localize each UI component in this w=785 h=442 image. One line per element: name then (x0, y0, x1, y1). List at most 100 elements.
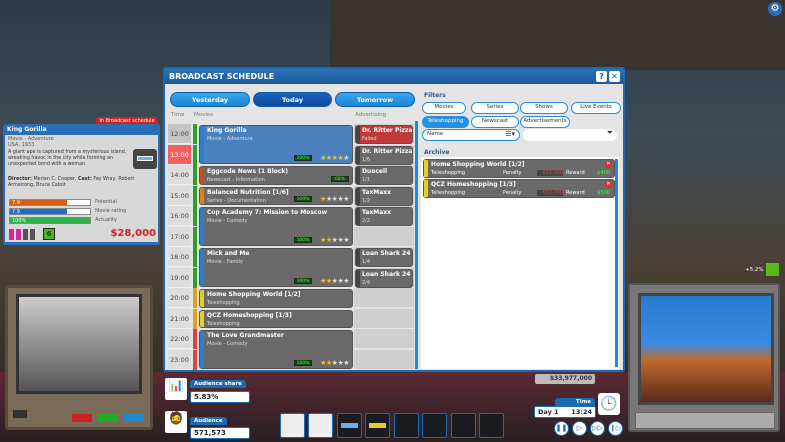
slot-news-1[interactable] (280, 413, 305, 438)
star-icon: ★ (320, 236, 326, 244)
slot-empty-1[interactable] (394, 413, 419, 438)
slot-empty-4[interactable] (479, 413, 504, 438)
audience-avatar-icon[interactable]: 🧔 (165, 411, 187, 433)
filter-shows[interactable]: Shows (520, 102, 568, 114)
settings-gear-icon[interactable]: ⚙ (768, 2, 782, 16)
slot-empty-2[interactable] (422, 413, 447, 438)
programme-block[interactable]: King Gorilla Movie - Adventure 100% ★★★★★ (199, 125, 353, 164)
star-icon: ★ (325, 154, 332, 162)
time-slot[interactable]: 20:00 (168, 288, 191, 308)
archive-title: Home Shopping World [1/2] (431, 161, 525, 168)
time-slot[interactable]: 16:00 (168, 206, 191, 226)
programme-genre: Newscast - Information (207, 177, 265, 183)
remove-icon[interactable]: ✕ (605, 181, 612, 188)
archive-item[interactable]: Home Shopping World [1/2] ✕ Telieshopping P… (423, 159, 615, 178)
slot-news-2[interactable] (308, 413, 333, 438)
filter-advertisements[interactable]: Advertisements (520, 116, 570, 128)
hour-status-strip (193, 226, 197, 247)
programme-block[interactable]: Cop Academy 7: Mission to Moscow Movie - … (199, 207, 353, 246)
rating-bar-fill: 7.9 (10, 209, 67, 215)
help-button[interactable]: ? (596, 71, 607, 82)
time-slot[interactable]: 13:00 (168, 144, 191, 165)
ad-block[interactable]: Loan Shark 24 1/4 (355, 248, 413, 267)
pause-button[interactable]: ❚❚ (554, 421, 569, 436)
genre-stripe (200, 310, 204, 327)
audience-label: Audience (190, 417, 227, 425)
today-button[interactable]: Today (253, 92, 332, 107)
audience-percent: 68% (331, 175, 349, 182)
genre-stripe (200, 126, 204, 163)
remove-icon[interactable]: ✕ (605, 161, 612, 168)
close-button[interactable]: ✕ (609, 71, 620, 82)
ad-block[interactable]: Dr. Ritter Pizza Failed (355, 125, 413, 144)
filter-icon[interactable]: ⏷ (606, 128, 613, 137)
filter-live-events[interactable]: Live Events (571, 102, 621, 114)
slot-tape-blue[interactable] (337, 413, 362, 438)
ad-block[interactable]: Duocell 1/1 (355, 166, 413, 185)
programme-block[interactable]: The Love Grandmaster Movie - Comedy 100% ★★… (199, 330, 353, 369)
audience-share-icon[interactable]: 📊 (165, 378, 187, 400)
ad-block[interactable]: TaxMaxx 2/2 (355, 207, 413, 226)
yesterday-button[interactable]: Yesterday (170, 92, 250, 107)
ad-stripe (356, 167, 360, 184)
ad-slot[interactable] (354, 226, 414, 247)
ad-slot[interactable] (354, 288, 414, 308)
filter-series[interactable]: Series (471, 102, 519, 114)
star-icon: ★ (337, 154, 344, 162)
star-icon: ★ (320, 154, 326, 162)
star-icon: ★ (320, 195, 326, 203)
ad-title: Dr. Ritter Pizza (362, 127, 413, 134)
play-button[interactable]: ▷ (572, 421, 587, 436)
star-icon: ★ (331, 277, 338, 285)
ad-slot[interactable] (354, 349, 414, 370)
tv-screen-king-gorilla (16, 294, 142, 394)
ad-block[interactable]: Dr. Ritter Pizza 1/6 (355, 145, 413, 165)
filter-teleshopping[interactable]: Teleshopping (422, 116, 469, 128)
ad-slot[interactable] (354, 308, 414, 329)
hour-status-strip (193, 144, 197, 165)
slot-empty-3[interactable] (451, 413, 476, 438)
time-slot[interactable]: 19:00 (168, 267, 191, 288)
sort-dropdown[interactable]: Name ☰▾ (422, 129, 520, 141)
rating-stars: ★★★★★ (320, 236, 349, 244)
time-slot[interactable]: 15:00 (168, 185, 191, 206)
time-slot[interactable]: 23:00 (168, 349, 191, 370)
programme-block[interactable]: Balanced Nutrition [1/6] Series - Documen… (199, 186, 353, 205)
programme-block[interactable]: Eggcode News (1 Block) Newscast - Informa… (199, 166, 353, 185)
audience-percent: 100% (294, 155, 312, 161)
fast-forward-button[interactable]: ▷▷ (590, 421, 605, 436)
ad-title: TaxMaxx (362, 188, 391, 196)
search-input[interactable]: ⏷ (523, 128, 617, 141)
time-slot[interactable]: 12:00 (168, 124, 191, 144)
archive-item[interactable]: QCZ Homeshopping [1/3] ✕ Telieshopping Pena… (423, 179, 615, 198)
programme-block[interactable]: Home Shopping World [1/2] Teleshopping (199, 289, 353, 308)
genre-stripe (424, 180, 428, 197)
programme-block[interactable]: Mick and Me Movie - Family 100% ★★★★★ (199, 248, 353, 287)
ad-slot[interactable] (354, 329, 414, 349)
time-slot[interactable]: 22:00 (168, 329, 191, 349)
tomorrow-button[interactable]: Tomorrow (335, 92, 415, 107)
fastest-button[interactable]: ❙▷ (608, 421, 623, 436)
ad-block[interactable]: Loan Shark 24 2/4 (355, 268, 413, 288)
rating-bar-fill: 100% (10, 218, 90, 224)
programme-block[interactable]: QCZ Homeshopping [1/3] Teleshopping (199, 309, 353, 328)
filter-newscast[interactable]: Newscast (471, 116, 519, 128)
in-schedule-tag: In Broadcast schedule (96, 117, 158, 126)
time-slot[interactable]: 21:00 (168, 308, 191, 329)
time-slot[interactable]: 18:00 (168, 247, 191, 267)
slot-tape-yellow[interactable] (365, 413, 390, 438)
time-slot[interactable]: 17:00 (168, 226, 191, 247)
time-slot[interactable]: 14:00 (168, 165, 191, 185)
audience-icon[interactable] (766, 263, 779, 276)
archive-genre: Telieshopping (431, 190, 466, 196)
genre-stripe (424, 160, 428, 177)
archive-scrollbar[interactable] (615, 159, 618, 367)
reward-label: Reward (566, 190, 585, 196)
cast: Fay Wray, Robert Armstrong, Bruce Cabot (8, 177, 135, 188)
ad-block[interactable]: TaxMaxx 1/2 (355, 186, 413, 206)
hour-status-strip (193, 308, 197, 329)
star-icon: ★ (337, 359, 344, 367)
filter-movies[interactable]: Movies (422, 102, 466, 114)
genre-stripe (200, 187, 204, 204)
schedule-scrollbar[interactable] (415, 121, 418, 369)
